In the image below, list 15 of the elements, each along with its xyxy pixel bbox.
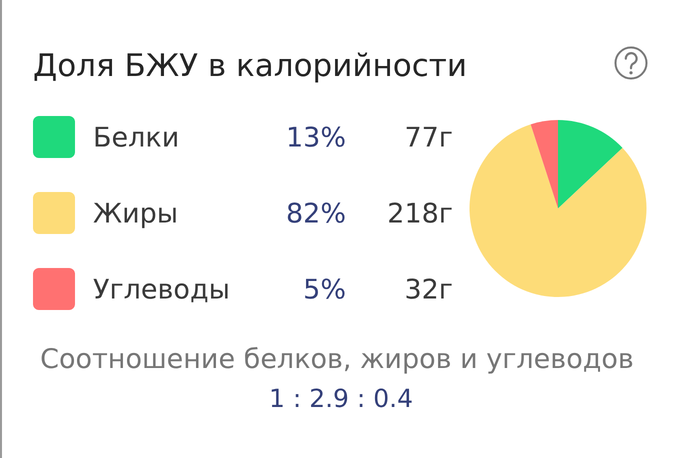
text: 32г xyxy=(404,274,453,306)
data-label: 13% xyxy=(286,122,346,154)
data-label: 5% xyxy=(303,274,346,306)
legend-label: Углеводы xyxy=(93,274,230,306)
text: 77г xyxy=(404,122,453,154)
legend-label: Жиры xyxy=(93,198,178,230)
legend-label: Белки xyxy=(93,122,180,154)
pie-slice xyxy=(558,120,623,208)
text: Соотношение белков, жиров и углеводов xyxy=(40,344,634,375)
text: 1 : 2.9 : 0.4 xyxy=(268,384,414,413)
chart-title: Доля БЖУ в калорийности xyxy=(33,48,467,84)
text: 218г xyxy=(387,198,453,230)
data-label: 82% xyxy=(286,198,346,230)
pie-slice xyxy=(530,120,558,208)
pie-slice xyxy=(470,124,646,297)
